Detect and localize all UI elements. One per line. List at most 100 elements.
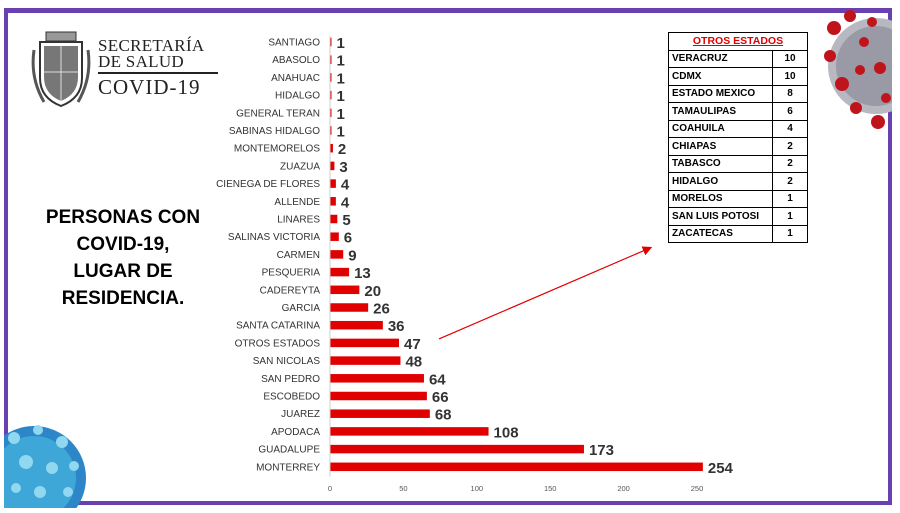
table-row: TAMAULIPAS 6 bbox=[668, 102, 808, 121]
title-line: COVID-19, bbox=[76, 234, 170, 255]
x-tick-label: 100 bbox=[471, 484, 484, 493]
data-label: 1 bbox=[337, 124, 345, 141]
state-value-cell: 4 bbox=[772, 119, 808, 138]
category-label: CIENEGA DE FLORES bbox=[216, 179, 320, 190]
slide-title: PERSONAS CON COVID-19, LUGAR DE RESIDENC… bbox=[28, 204, 218, 312]
category-label: CADEREYTA bbox=[260, 285, 321, 296]
bar bbox=[330, 338, 399, 348]
bar bbox=[330, 320, 383, 330]
data-label: 1 bbox=[337, 106, 345, 123]
bar bbox=[330, 126, 332, 135]
table-row: ESTADO MEXICO 8 bbox=[668, 84, 808, 103]
data-label: 9 bbox=[348, 247, 356, 264]
data-label: 1 bbox=[337, 35, 345, 52]
bar bbox=[330, 55, 332, 64]
data-label: 173 bbox=[589, 442, 614, 459]
callout-arrow bbox=[438, 246, 653, 340]
bar bbox=[330, 232, 339, 241]
x-tick-label: 0 bbox=[328, 484, 332, 493]
table-row: HIDALGO 2 bbox=[668, 172, 808, 191]
state-name-cell: ZACATECAS bbox=[668, 224, 773, 243]
category-label: ABASOLO bbox=[272, 55, 320, 66]
state-value-cell: 10 bbox=[772, 67, 808, 86]
virus-illustration-top-right bbox=[824, 10, 892, 129]
category-label: JUAREZ bbox=[281, 409, 320, 420]
x-tick-label: 200 bbox=[617, 484, 630, 493]
table-row: ZACATECAS 1 bbox=[668, 224, 808, 243]
data-label: 64 bbox=[429, 371, 446, 388]
org-line-1: SECRETARÍA bbox=[98, 36, 205, 55]
state-name-cell: TABASCO bbox=[668, 154, 773, 173]
bar bbox=[330, 161, 335, 171]
category-label: HIDALGO bbox=[275, 91, 320, 102]
state-name-cell: CDMX bbox=[668, 67, 773, 86]
data-label: 66 bbox=[432, 389, 449, 406]
category-label: CARMEN bbox=[277, 250, 320, 261]
state-value-cell: 6 bbox=[772, 102, 808, 121]
data-label: 4 bbox=[341, 194, 350, 211]
data-label: 108 bbox=[494, 424, 519, 441]
bar bbox=[330, 285, 360, 295]
table-title-cell: OTROS ESTADOS bbox=[668, 32, 808, 51]
state-value-cell: 10 bbox=[772, 49, 808, 68]
header-logo-block: SECRETARÍA DE SALUD COVID-19 bbox=[30, 28, 230, 118]
state-value-cell: 2 bbox=[772, 154, 808, 173]
otros-estados-table: OTROS ESTADOS VERACRUZ 10 CDMX 10 ESTADO MEX… bbox=[668, 32, 808, 243]
data-label: 47 bbox=[404, 336, 421, 353]
bar bbox=[330, 267, 350, 277]
virus-illustration-bottom-left bbox=[4, 425, 86, 508]
bar bbox=[330, 462, 703, 472]
bar bbox=[330, 409, 430, 418]
category-label: ESCOBEDO bbox=[263, 392, 320, 403]
bar bbox=[330, 108, 332, 118]
bar bbox=[330, 143, 333, 153]
bar bbox=[330, 427, 489, 436]
state-value-cell: 1 bbox=[772, 224, 808, 243]
table-row: MORELOS 1 bbox=[668, 189, 808, 208]
category-label: SANTIAGO bbox=[268, 38, 320, 49]
table-row: VERACRUZ 10 bbox=[668, 49, 808, 68]
category-label: OTROS ESTADOS bbox=[235, 338, 321, 349]
data-label: 1 bbox=[337, 53, 345, 70]
category-label: PESQUERIA bbox=[262, 268, 321, 279]
category-label: ZUAZUA bbox=[280, 161, 320, 172]
header-divider bbox=[98, 72, 218, 74]
data-label: 68 bbox=[435, 407, 452, 424]
table-title: OTROS ESTADOS bbox=[692, 35, 784, 48]
data-label: 36 bbox=[388, 318, 405, 335]
data-label: 1 bbox=[337, 70, 345, 87]
table-row: CHIAPAS 2 bbox=[668, 137, 808, 156]
bar bbox=[330, 444, 584, 454]
data-label: 2 bbox=[338, 141, 346, 158]
state-value-cell: 1 bbox=[772, 207, 808, 226]
table-row: CDMX 10 bbox=[668, 67, 808, 86]
state-value-cell: 2 bbox=[772, 172, 808, 191]
bar bbox=[330, 356, 401, 365]
title-line: RESIDENCIA. bbox=[61, 288, 185, 309]
bar bbox=[330, 374, 424, 383]
state-name-cell: MORELOS bbox=[668, 189, 773, 208]
table-row: COAHUILA 4 bbox=[668, 119, 808, 138]
org-line-2: DE SALUD bbox=[98, 52, 184, 71]
data-label: 6 bbox=[344, 230, 352, 247]
table-row: TABASCO 2 bbox=[668, 154, 808, 173]
state-name-cell: TAMAULIPAS bbox=[668, 102, 773, 121]
data-label: 5 bbox=[342, 212, 350, 229]
title-line: LUGAR DE bbox=[73, 261, 173, 282]
state-seal-icon bbox=[31, 31, 91, 108]
state-value-cell: 8 bbox=[772, 84, 808, 103]
bar bbox=[330, 37, 332, 47]
data-label: 4 bbox=[341, 177, 350, 194]
data-label: 13 bbox=[354, 265, 371, 282]
category-label: ANAHUAC bbox=[271, 73, 320, 84]
x-tick-label: 50 bbox=[399, 484, 407, 493]
state-value-cell: 1 bbox=[772, 189, 808, 208]
state-name-cell: VERACRUZ bbox=[668, 49, 773, 68]
data-label: 26 bbox=[373, 301, 390, 318]
table-header-row: OTROS ESTADOS bbox=[668, 32, 808, 51]
state-name-cell: COAHUILA bbox=[668, 119, 773, 138]
data-label: 20 bbox=[364, 283, 381, 300]
category-label: GUADALUPE bbox=[258, 445, 320, 456]
data-label: 48 bbox=[405, 354, 422, 371]
